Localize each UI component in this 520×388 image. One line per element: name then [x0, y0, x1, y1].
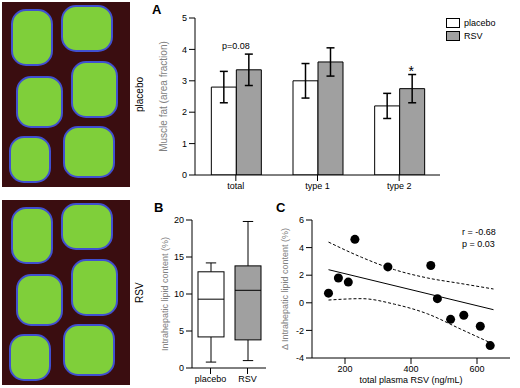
html-text:placebo: placebo — [464, 18, 496, 28]
svg-text:placebo: placebo — [195, 374, 227, 384]
svg-text:-2: -2 — [296, 326, 304, 336]
html-text:C: C — [276, 200, 286, 215]
svg-text:p=0.08: p=0.08 — [222, 41, 250, 51]
svg-text:total plasma RSV (ng/mL): total plasma RSV (ng/mL) — [359, 375, 462, 385]
svg-text:0: 0 — [299, 298, 304, 308]
svg-text:type 2: type 2 — [387, 181, 412, 191]
svg-text:600: 600 — [469, 364, 484, 374]
svg-text:1: 1 — [182, 139, 187, 149]
svg-text:15: 15 — [174, 252, 184, 262]
html-text:A: A — [152, 2, 162, 17]
html-text:B: B — [154, 200, 164, 215]
svg-text:0: 0 — [182, 170, 187, 180]
html-text:r = -0.68: r = -0.68 — [462, 227, 496, 237]
svg-text:0: 0 — [179, 363, 184, 373]
svg-text:type 1: type 1 — [305, 181, 330, 191]
svg-text:2: 2 — [299, 270, 304, 280]
svg-text:20: 20 — [174, 215, 184, 225]
html-text:placebo: placebo — [134, 77, 145, 112]
svg-text:5: 5 — [179, 326, 184, 336]
svg-text:total: total — [227, 181, 244, 191]
html-text:RSV: RSV — [134, 282, 145, 303]
svg-text:10: 10 — [174, 289, 184, 299]
svg-text:200: 200 — [337, 364, 352, 374]
svg-text:2: 2 — [182, 107, 187, 117]
svg-text:4: 4 — [299, 243, 304, 253]
svg-text:*: * — [408, 63, 414, 79]
html-text:RSV: RSV — [464, 31, 483, 41]
svg-text:4: 4 — [182, 45, 187, 55]
svg-text:5: 5 — [182, 13, 187, 23]
html-text:p = 0.03: p = 0.03 — [462, 239, 495, 249]
svg-text:Δ Intrahepatic lipid content (: Δ Intrahepatic lipid content (%) — [280, 228, 290, 350]
svg-text:400: 400 — [403, 364, 418, 374]
svg-text:3: 3 — [182, 76, 187, 86]
svg-text:-4: -4 — [296, 353, 304, 363]
svg-text:RSV: RSV — [238, 374, 257, 384]
svg-text:Muscle fat (area fraction): Muscle fat (area fraction) — [158, 41, 169, 152]
svg-text:Intrahepatic lipid content (%): Intrahepatic lipid content (%) — [160, 237, 170, 351]
svg-text:6: 6 — [299, 215, 304, 225]
